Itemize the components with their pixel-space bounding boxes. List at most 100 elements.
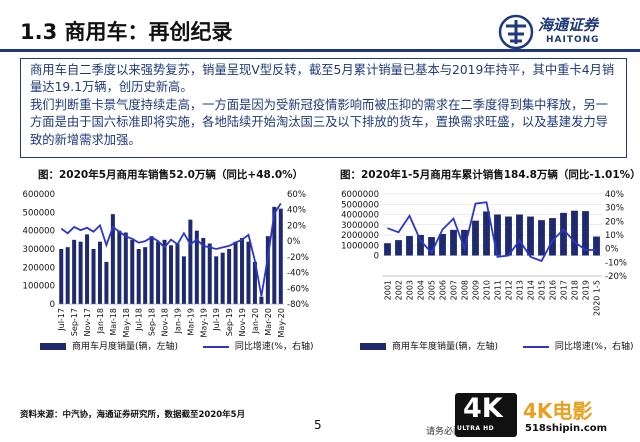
- x-tick-label: 2014: [527, 280, 536, 300]
- chart1-legend-bar: 商用车月度销量(辆，左轴): [72, 342, 179, 352]
- y-left-tick-label: 300000: [23, 245, 55, 255]
- sales-bar: [227, 249, 232, 304]
- x-tick-label: 2002: [395, 280, 404, 300]
- sales-bar: [505, 216, 512, 256]
- watermark-name: 4K电影: [523, 399, 593, 423]
- sales-bar: [123, 232, 128, 304]
- sales-bar: [130, 239, 135, 304]
- sales-bar: [201, 238, 206, 304]
- y-right-tick-label: 40%: [287, 206, 306, 216]
- sales-bar: [188, 219, 193, 304]
- sales-bar: [428, 237, 435, 256]
- sales-bar: [136, 249, 141, 304]
- x-tick-label: 2019: [582, 280, 591, 300]
- sales-bar: [97, 241, 102, 304]
- sales-bar: [527, 216, 534, 256]
- x-tick-label: Jul-18: [135, 308, 144, 332]
- y-right-tick-label: 10%: [605, 231, 624, 241]
- y-left-tick-label: 400000: [23, 227, 55, 237]
- page-title: 1.3 商用车：再创纪录: [20, 20, 233, 44]
- y-left-tick-label: 2000000: [341, 231, 379, 241]
- x-tick-label: May-20: [277, 308, 286, 337]
- chart2-legend: 商用车年度销量(辆，左轴) 同比增速(%，右轴): [360, 339, 633, 352]
- legend-bar-swatch: [360, 343, 386, 350]
- sales-bar: [450, 229, 457, 256]
- sales-bar: [143, 247, 148, 304]
- chart2-legend-bar: 商用车年度销量(辆，左轴): [392, 342, 499, 352]
- sales-bar: [472, 220, 479, 256]
- x-tick-label: Nov-19: [238, 308, 247, 336]
- annual-sales-chart: 0100000020000003000000400000050000006000…: [341, 190, 627, 316]
- y-left-tick-label: 5000000: [341, 200, 379, 210]
- sales-bar: [259, 296, 264, 304]
- sales-bar: [85, 234, 90, 304]
- x-tick-label: Mar-18: [109, 308, 118, 336]
- sales-bar: [272, 206, 277, 304]
- y-right-tick-label: 0%: [287, 237, 301, 247]
- legend-bar-swatch: [40, 343, 66, 350]
- y-left-tick-label: 0: [374, 252, 379, 262]
- sales-bar: [395, 240, 402, 256]
- sales-bar: [538, 220, 545, 256]
- sales-bar: [207, 243, 212, 304]
- chart2-title: 图：2020年1-5月商用车累计销售184.8万辆（同比-1.01%）: [340, 169, 640, 181]
- sales-bar: [439, 233, 446, 256]
- y-right-tick-label: -60%: [287, 284, 309, 294]
- x-tick-label: 2005: [428, 280, 437, 300]
- chart2-legend-line: 同比增速(%，右轴): [554, 342, 634, 352]
- sales-bar: [110, 214, 115, 304]
- sales-bar: [417, 235, 424, 256]
- sales-bar: [117, 230, 122, 304]
- sales-bar: [384, 243, 391, 256]
- x-tick-label: Jul-17: [57, 308, 66, 332]
- y-left-tick-label: 600000: [23, 190, 55, 200]
- x-tick-label: 2003: [406, 280, 415, 300]
- sales-bar: [175, 243, 180, 304]
- x-tick-label: Jan-19: [173, 308, 182, 334]
- x-tick-label: 2017: [560, 280, 569, 300]
- x-tick-label: 2020 1-5: [593, 280, 602, 316]
- sales-bar: [233, 241, 238, 304]
- x-tick-label: 2001: [384, 280, 393, 300]
- x-tick-label: May-19: [199, 308, 208, 337]
- y-right-tick-label: 0%: [605, 245, 619, 255]
- haitong-logo: 海通证券 HAITONG: [498, 12, 628, 52]
- x-tick-label: 2016: [549, 280, 558, 300]
- sales-bar: [65, 247, 70, 304]
- y-right-tick-label: 40%: [605, 190, 624, 200]
- y-right-tick-label: 20%: [605, 217, 624, 227]
- summary-paragraph-2: 我们判断重卡景气度持续走高，一方面是因为受新冠疫情影响而被压抑的需求在二季度得到…: [30, 97, 608, 147]
- y-right-tick-label: -20%: [287, 253, 309, 263]
- y-left-tick-label: 0: [50, 300, 55, 310]
- watermark-site: 518shipin.com: [525, 423, 608, 434]
- summary-box: 商用车自二季度以来强势复苏，销量呈现V型反转，截至5月累计销量已基本与2019年…: [20, 58, 627, 158]
- sales-bar: [220, 252, 225, 304]
- logo-en-text: HAITONG: [546, 35, 600, 45]
- haitong-emblem-icon: [498, 14, 534, 50]
- y-left-tick-label: 6000000: [341, 190, 379, 200]
- sales-bar: [560, 212, 567, 256]
- x-tick-label: 2009: [472, 280, 481, 300]
- sales-bar: [571, 210, 578, 256]
- sales-bar: [149, 236, 154, 304]
- y-left-tick-label: 4000000: [341, 211, 379, 221]
- x-tick-label: Sep-17: [70, 308, 79, 336]
- sales-bar: [593, 236, 600, 256]
- x-tick-label: Mar-19: [186, 308, 195, 336]
- legend-line-swatch: [202, 345, 229, 348]
- x-tick-label: 2018: [571, 280, 580, 300]
- sales-bar: [549, 218, 556, 256]
- sales-bar: [59, 249, 64, 304]
- chart1-title: 图：2020年5月商用车销售52.0万辆（同比+48.0%）: [38, 169, 304, 181]
- y-right-tick-label: -10%: [605, 258, 627, 268]
- x-tick-label: May-18: [122, 308, 131, 337]
- y-left-tick-label: 200000: [23, 263, 55, 273]
- y-left-tick-label: 500000: [23, 208, 55, 218]
- sales-bar: [252, 261, 257, 304]
- x-tick-label: 2013: [516, 280, 525, 300]
- growth-line: [60, 202, 282, 297]
- y-right-tick-label: 20%: [287, 221, 306, 231]
- x-tick-label: 2011: [494, 280, 503, 300]
- page-number: 5: [314, 418, 322, 432]
- x-tick-label: Sep-18: [148, 308, 157, 336]
